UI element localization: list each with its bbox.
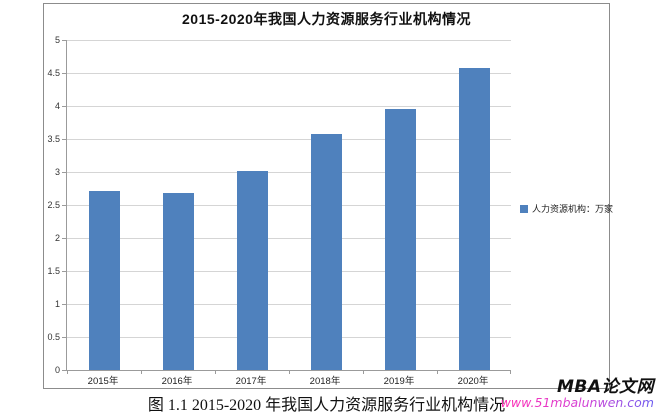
watermark-site-url[interactable]: www.51mbalunwen.com bbox=[500, 395, 654, 410]
figure-caption: 图 1.1 2015-2020 年我国人力资源服务行业机构情况 bbox=[147, 397, 506, 414]
chart-bar-2018年 bbox=[310, 134, 342, 370]
y-axis-tick bbox=[62, 171, 67, 173]
x-axis-tick bbox=[289, 370, 290, 374]
legend-color-swatch bbox=[520, 204, 528, 213]
y-axis-tick bbox=[62, 204, 67, 206]
gridline bbox=[67, 270, 511, 272]
x-axis-tick bbox=[437, 370, 438, 374]
gridline bbox=[67, 39, 511, 41]
legend-series-label: 人力资源机构：万家 bbox=[532, 204, 614, 214]
gridline bbox=[67, 171, 511, 173]
y-axis-tick bbox=[62, 105, 67, 107]
y-axis-tick bbox=[62, 270, 67, 272]
y-axis-tick-label: 3 bbox=[54, 166, 60, 177]
x-axis-category-label: 2020年 bbox=[457, 376, 489, 387]
y-axis-tick-label: 4 bbox=[54, 100, 60, 111]
x-axis-category-label: 2018年 bbox=[309, 376, 341, 387]
gridline bbox=[67, 237, 511, 239]
chart-legend: 人力资源机构：万家 bbox=[520, 202, 613, 215]
y-axis-tick bbox=[62, 237, 67, 239]
plot-area bbox=[62, 39, 511, 374]
x-axis-tick bbox=[363, 370, 364, 374]
y-axis-tick bbox=[62, 72, 67, 74]
y-axis-tick-label: 2 bbox=[54, 232, 60, 243]
x-axis-tick bbox=[215, 370, 216, 374]
y-axis-tick-label: 1.5 bbox=[47, 265, 60, 276]
x-axis-category-label: 2016年 bbox=[161, 376, 193, 387]
chart-bar-2015年 bbox=[88, 191, 120, 370]
y-axis-tick-label: 0.5 bbox=[47, 331, 60, 342]
chart-bar-2019年 bbox=[384, 108, 416, 370]
watermark-site-name: MBA论文网 bbox=[556, 377, 654, 397]
watermark: MBA论文网 www.51mbalunwen.com bbox=[501, 379, 654, 410]
x-axis-labels: 2015年 2016年 2017年 2018年 2019年 2020年 bbox=[66, 373, 510, 387]
x-axis-category-label: 2017年 bbox=[235, 376, 267, 387]
y-axis-labels: 0 0.5 1 1.5 2 2.5 3 3.5 4 4.5 5 bbox=[30, 35, 60, 374]
y-axis-tick-label: 0 bbox=[54, 364, 60, 375]
y-axis-tick bbox=[62, 303, 67, 305]
gridline bbox=[67, 336, 511, 338]
x-axis-category-label: 2019年 bbox=[383, 376, 415, 387]
x-axis-tick bbox=[67, 370, 68, 374]
x-axis-tick bbox=[510, 370, 511, 374]
gridline bbox=[67, 204, 511, 206]
gridline bbox=[67, 303, 511, 305]
chart-title: 2015-2020年我国人力资源服务行业机构情况 bbox=[182, 11, 471, 27]
y-axis-tick bbox=[62, 336, 67, 338]
gridline bbox=[67, 138, 511, 140]
x-axis-tick bbox=[141, 370, 142, 374]
y-axis-tick-label: 1 bbox=[54, 298, 60, 309]
x-axis-category-label: 2015年 bbox=[87, 376, 119, 387]
chart-bar-2020年 bbox=[458, 67, 490, 370]
y-axis-tick-label: 5 bbox=[54, 34, 60, 45]
y-axis-tick bbox=[62, 138, 67, 140]
y-axis-tick bbox=[62, 369, 67, 371]
chart-bar-2016年 bbox=[162, 193, 194, 370]
y-axis-tick-label: 2.5 bbox=[47, 199, 60, 210]
y-axis-tick-label: 4.5 bbox=[47, 67, 60, 78]
gridline bbox=[67, 105, 511, 107]
y-axis-tick bbox=[62, 39, 67, 41]
y-axis-tick-label: 3.5 bbox=[47, 133, 60, 144]
chart-bar-2017年 bbox=[236, 170, 268, 370]
gridline bbox=[67, 72, 511, 74]
